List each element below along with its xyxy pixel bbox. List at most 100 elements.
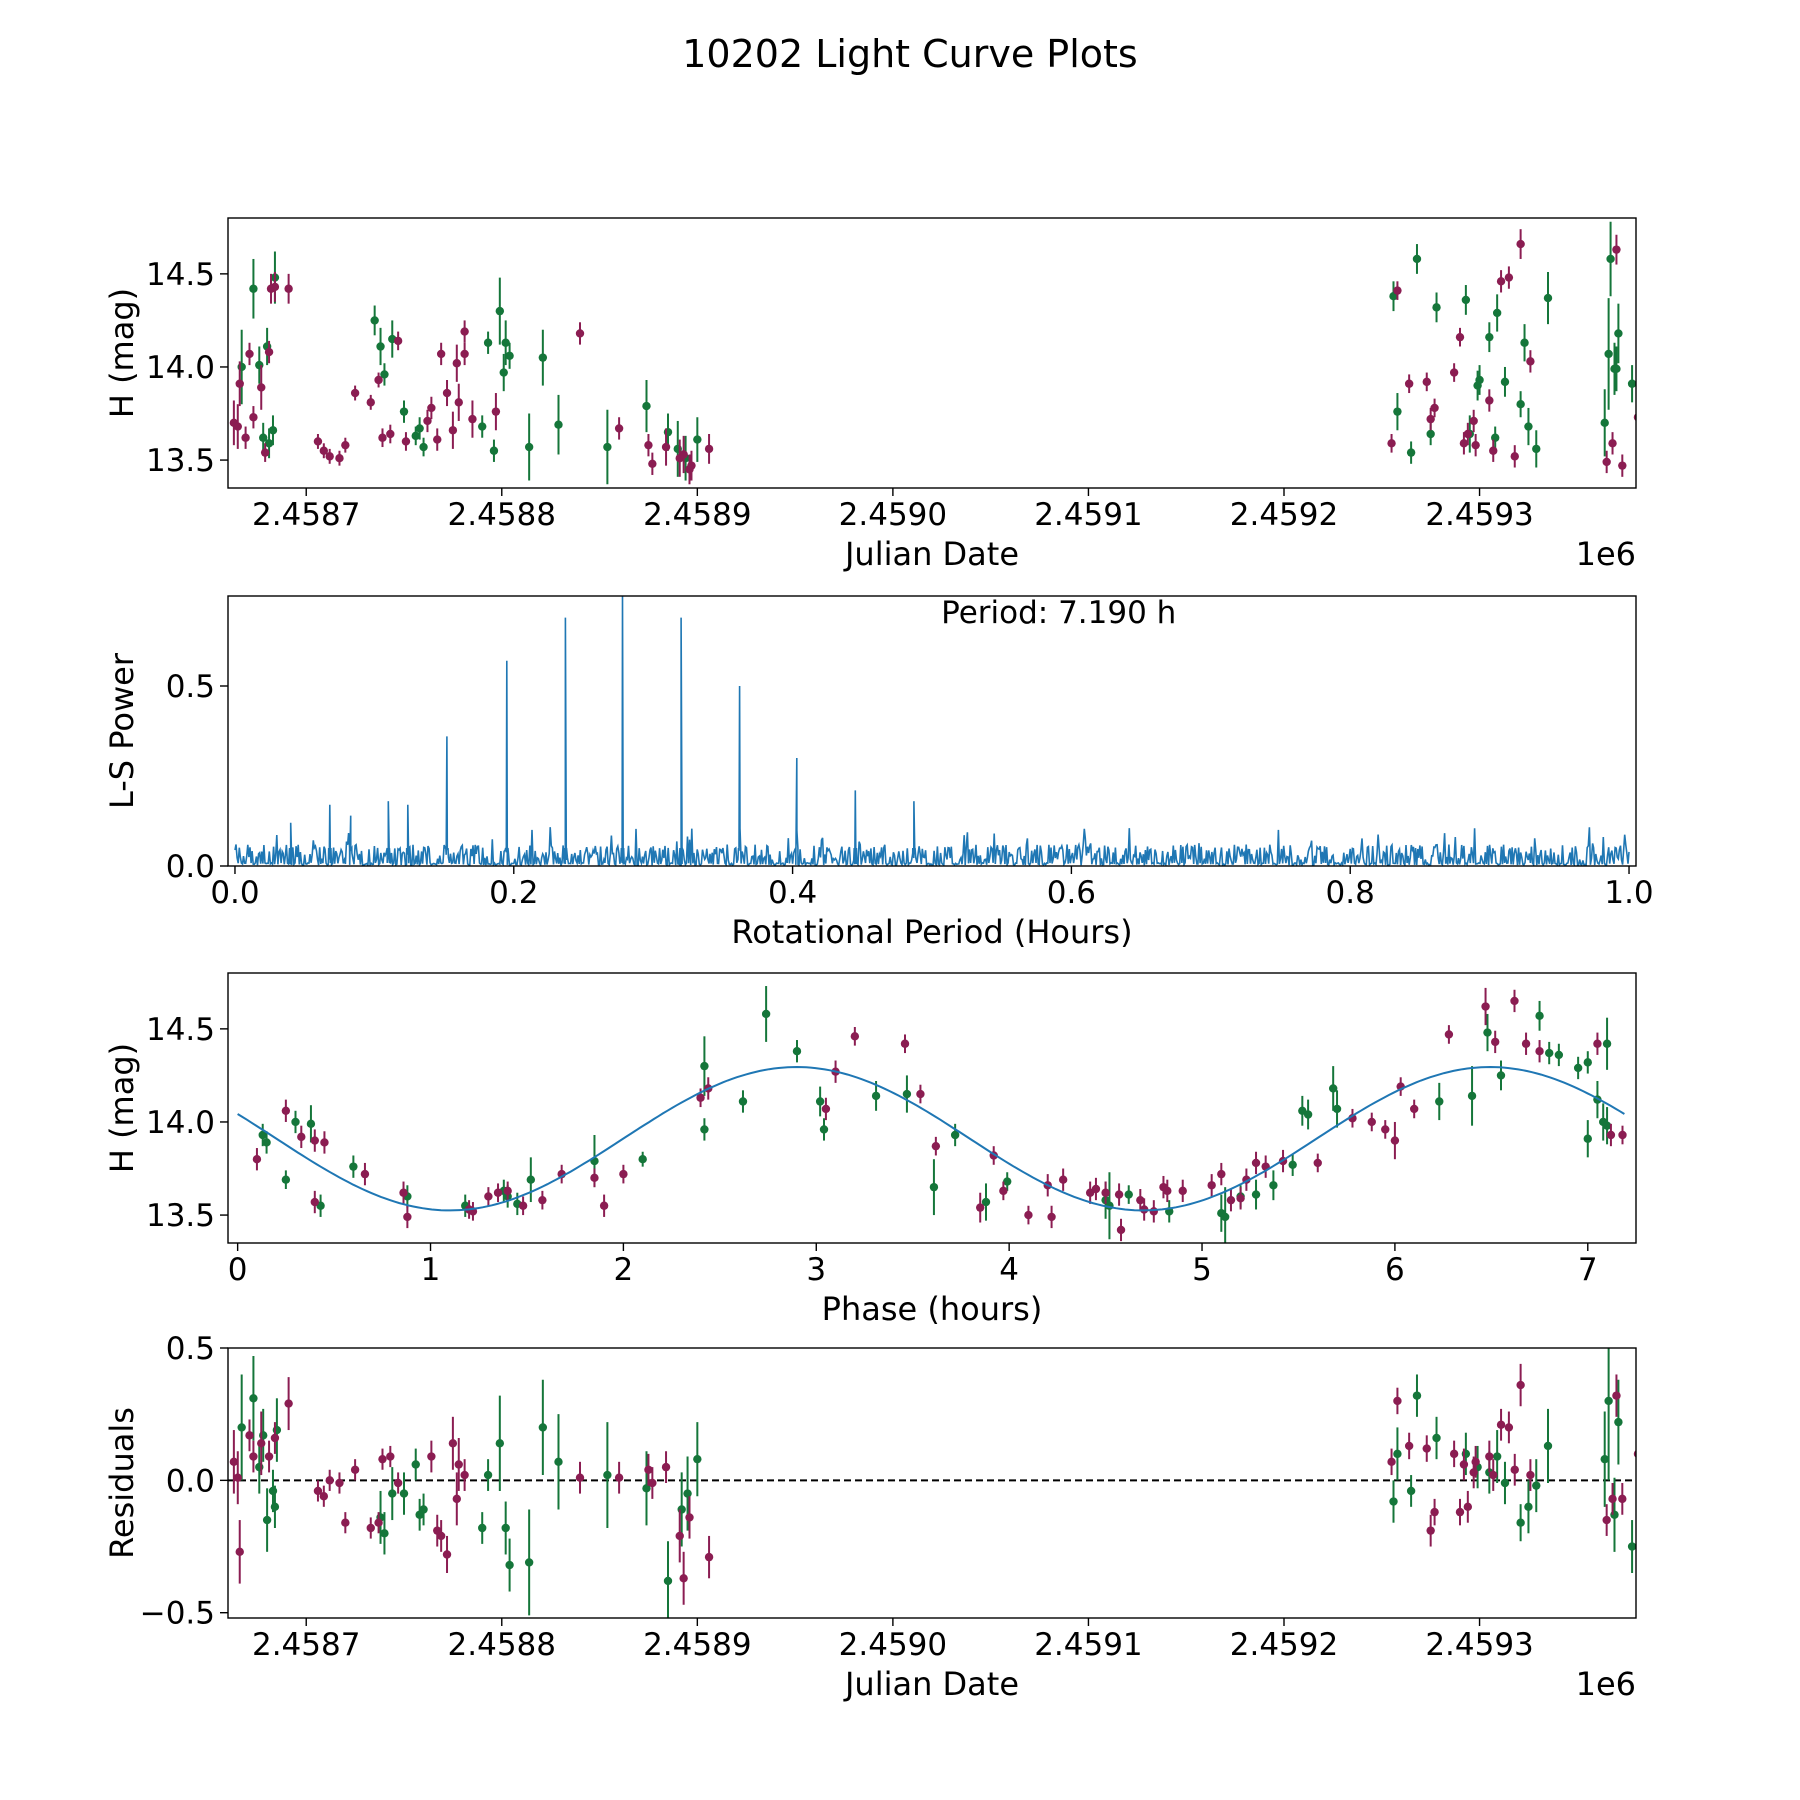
data-point <box>603 1470 612 1480</box>
x-tick-label: 2.4590 <box>839 1627 947 1663</box>
data-point <box>1449 368 1459 377</box>
data-point <box>241 433 250 442</box>
data-point <box>427 1452 436 1461</box>
data-point <box>281 1175 291 1184</box>
data-point <box>1220 1212 1230 1222</box>
data-point <box>661 1462 671 1472</box>
data-point <box>902 1089 912 1099</box>
data-point <box>1583 1058 1592 1067</box>
data-point <box>1463 429 1473 439</box>
data-point <box>916 1089 925 1099</box>
data-point <box>538 353 548 362</box>
data-point <box>478 1523 487 1533</box>
data-point <box>663 1576 673 1586</box>
data-point <box>1491 1037 1500 1047</box>
data-point <box>1599 1117 1608 1127</box>
data-point <box>1390 1136 1400 1145</box>
data-point <box>452 359 461 368</box>
data-point <box>1545 1048 1554 1058</box>
data-point <box>950 1130 960 1140</box>
data-point <box>1604 349 1613 359</box>
data-point <box>460 1470 469 1480</box>
data-point <box>696 1093 705 1102</box>
data-point <box>1483 1028 1492 1037</box>
data-point <box>981 1197 991 1207</box>
data-point <box>268 426 278 435</box>
data-point <box>1500 1478 1510 1488</box>
y-tick-label: 0.0 <box>166 849 215 885</box>
data-point <box>436 349 446 359</box>
data-point <box>374 1518 383 1527</box>
data-point <box>1496 277 1506 286</box>
data-point <box>554 420 563 429</box>
data-point <box>929 1182 939 1192</box>
data-point <box>1543 1441 1553 1451</box>
data-point <box>1504 273 1514 282</box>
x-tick-label: 0.6 <box>1047 875 1096 911</box>
data-point <box>524 442 534 452</box>
data-point <box>448 1439 458 1448</box>
data-point <box>1510 996 1519 1006</box>
data-point <box>1149 1207 1159 1216</box>
residuals-offset-label: 1e6 <box>1576 1665 1636 1703</box>
data-point <box>1485 396 1494 405</box>
data-point <box>1432 303 1441 312</box>
data-point <box>538 1195 547 1205</box>
data-point <box>700 1125 709 1134</box>
data-point <box>291 1117 300 1127</box>
residuals-points <box>229 1348 1636 1618</box>
phasefold-frame <box>227 972 1637 1244</box>
data-point <box>1003 1177 1012 1186</box>
phasefold-panel: 0 1 2 3 4 5 6 7 13.5 14.0 14.5 Phase (hours) H (mag) <box>103 972 1637 1328</box>
data-point <box>258 1130 267 1140</box>
data-point <box>1602 1039 1612 1048</box>
data-point <box>489 446 499 455</box>
x-tick-label: 2.4588 <box>448 1627 556 1663</box>
data-point <box>1288 1160 1297 1169</box>
data-point <box>503 1186 512 1196</box>
data-point <box>1404 1441 1414 1451</box>
data-point <box>1412 1391 1422 1400</box>
x-tick-label: 6 <box>1385 1252 1405 1288</box>
data-point <box>325 452 334 461</box>
phasefold-points <box>252 986 1627 1243</box>
y-tick-label: 14.5 <box>146 1012 215 1048</box>
data-point <box>1393 286 1402 295</box>
data-point <box>1606 1130 1616 1140</box>
data-point <box>1554 1050 1564 1060</box>
data-point <box>366 1523 375 1533</box>
periodogram-line <box>234 596 1630 866</box>
data-point <box>1430 403 1439 413</box>
data-point <box>871 1091 881 1101</box>
data-point <box>393 336 403 346</box>
data-point <box>683 1489 692 1498</box>
data-point <box>1058 1175 1068 1184</box>
data-point <box>1489 446 1498 455</box>
data-point <box>1583 1134 1592 1143</box>
data-point <box>505 351 514 360</box>
data-point <box>1600 1454 1609 1464</box>
x-tick-label: 2.4588 <box>448 497 556 533</box>
data-point <box>1475 375 1484 385</box>
data-point <box>252 1155 262 1164</box>
data-point <box>491 407 501 416</box>
data-point <box>1520 338 1529 347</box>
data-point <box>693 435 702 444</box>
data-point <box>1526 357 1535 366</box>
x-tick-label: 0.2 <box>489 875 538 911</box>
x-tick-label: 2.4593 <box>1425 1627 1533 1663</box>
data-point <box>493 1188 503 1197</box>
data-point <box>1116 1225 1126 1235</box>
data-point <box>518 1201 528 1210</box>
data-point <box>1612 1391 1621 1400</box>
periodogram-frame <box>227 595 1637 867</box>
y-tick-label: 0.5 <box>166 1331 215 1367</box>
data-point <box>325 1476 334 1485</box>
x-tick-label: 2.4589 <box>643 1627 751 1663</box>
data-point <box>1163 1186 1172 1196</box>
data-point <box>501 338 510 347</box>
data-point <box>411 431 420 441</box>
figure-title: 10202 Light Curve Plots <box>682 32 1137 76</box>
data-point <box>1618 1494 1627 1504</box>
data-point <box>313 437 323 446</box>
